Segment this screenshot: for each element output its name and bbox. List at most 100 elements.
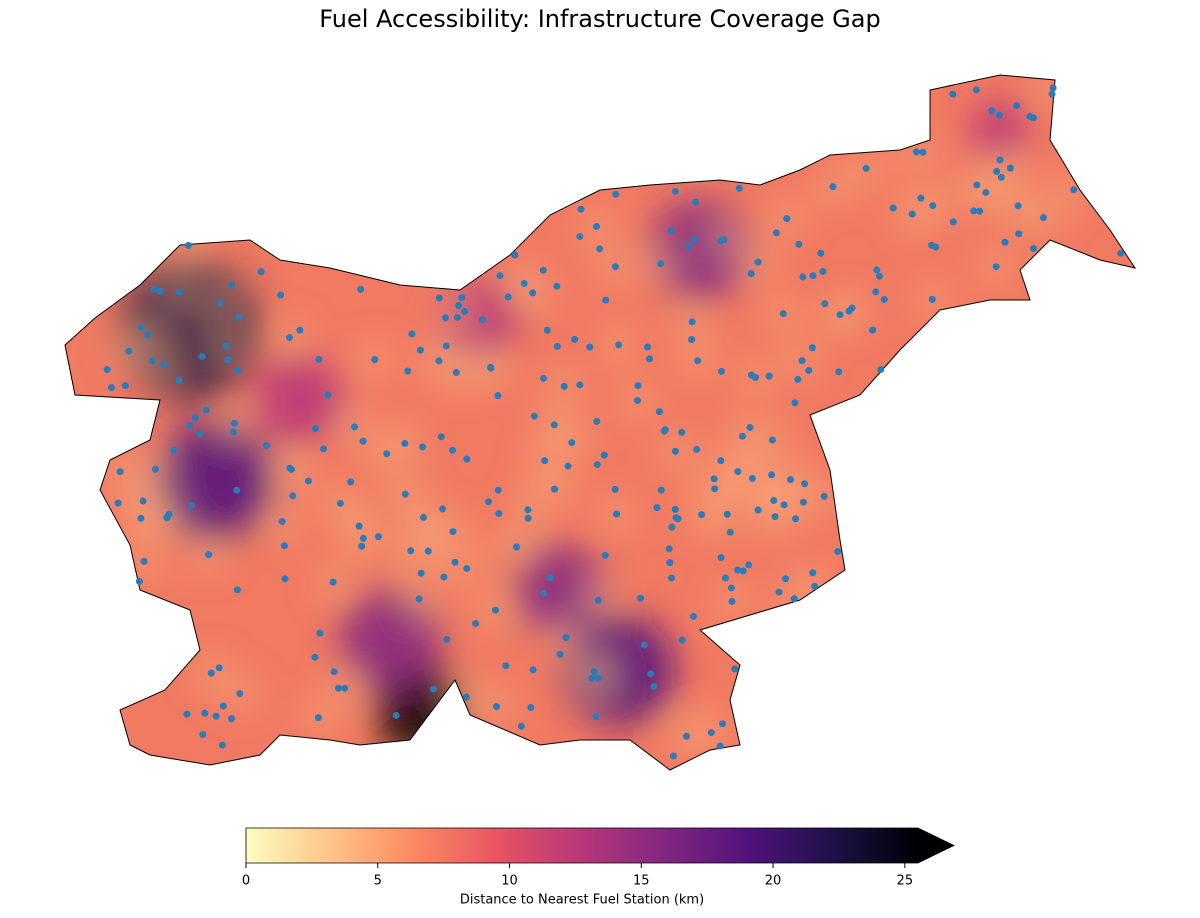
fuel-station [187,502,195,510]
fuel-station [350,423,358,431]
fuel-station [668,523,676,531]
fuel-station [1039,214,1047,222]
fuel-station [678,636,686,644]
fuel-station [407,547,415,555]
fuel-station [150,285,158,293]
fuel-station [311,653,319,661]
fuel-station [408,330,416,338]
fuel-station [359,534,367,542]
fuel-station [748,474,756,482]
fuel-station [191,414,199,422]
fuel-station [919,148,927,156]
fuel-station [577,205,585,213]
fuel-station [440,573,448,581]
fuel-station [876,272,884,280]
fuel-station [600,451,608,459]
fuel-station [383,450,391,458]
fuel-station [186,422,194,430]
fuel-station [196,430,204,438]
fuel-station [650,682,658,690]
fuel-station [443,636,451,644]
fuel-station [564,462,572,470]
fuel-station [487,364,495,372]
fuel-station [666,559,674,567]
fuel-station [114,499,122,507]
fuel-station [229,428,237,436]
fuel-station [671,187,679,195]
fuel-station [553,282,561,290]
fuel-station [121,382,129,390]
fuel-station [163,514,171,522]
fuel-station [982,188,990,196]
fuel-station [175,376,183,384]
fuel-station [491,606,499,614]
fuel-station [928,295,936,303]
fuel-station [781,575,789,583]
fuel-station [417,569,425,577]
fuel-station [329,578,337,586]
fuel-station [224,356,232,364]
fuel-station [717,367,725,375]
fuel-station [502,662,510,670]
fuel-station [1013,102,1021,110]
fuel-station [553,342,561,350]
heat-blob [515,545,605,635]
heat-blob [255,355,345,445]
fuel-station [170,446,178,454]
fuel-station [357,285,365,293]
fuel-station [690,236,698,244]
fuel-station [596,245,604,253]
fuel-station [371,356,379,364]
fuel-station [401,490,409,498]
fuel-station [358,542,366,550]
fuel-station [286,334,294,342]
fuel-station [560,382,568,390]
fuel-station [684,243,692,251]
fuel-station [731,665,739,673]
fuel-station [576,232,584,240]
fuel-station [183,710,191,718]
fuel-station [995,111,1003,119]
colorbar-fill [246,828,918,863]
fuel-station [539,374,547,382]
fuel-station [419,513,427,521]
fuel-station [671,505,679,513]
colorbar-tick-label: 15 [633,874,650,889]
fuel-station [783,215,791,223]
fuel-station [665,545,673,553]
fuel-station [728,597,736,605]
fuel-station [746,424,754,432]
fuel-station [201,709,209,717]
fuel-station [877,366,885,374]
fuel-station [672,514,680,522]
fuel-station [993,167,1001,175]
fuel-station [314,714,322,722]
fuel-station [720,236,728,244]
fuel-station [594,596,602,604]
fuel-station [693,445,701,453]
fuel-station [593,417,601,425]
fuel-station [513,543,521,551]
fuel-station [341,684,349,692]
fuel-station [992,263,1000,271]
fuel-station [316,629,324,637]
fuel-station [637,594,645,602]
fuel-station [540,589,548,597]
fuel-station [711,485,719,493]
fuel-station [768,471,776,479]
fuel-station [976,207,984,215]
fuel-station [996,156,1004,164]
fuel-station [1049,84,1057,92]
fuel-stations [103,84,1125,760]
fuel-station [949,218,957,226]
fuel-station [633,396,641,404]
fuel-station [419,443,427,451]
fuel-station [795,240,803,248]
fuel-station [556,650,564,658]
fuel-station [669,752,677,760]
fuel-station [634,382,642,390]
fuel-station [304,477,312,485]
fuel-station [494,392,502,400]
fuel-station [592,712,600,720]
fuel-station [442,342,450,350]
